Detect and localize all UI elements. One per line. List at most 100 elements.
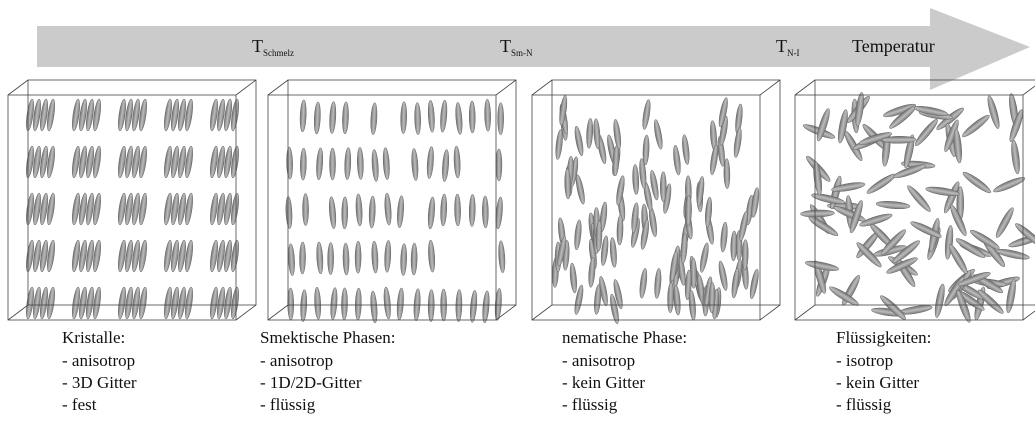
molecule: [892, 240, 920, 263]
molecule: [217, 98, 225, 132]
box-edge: [531, 79, 553, 96]
molecule: [342, 242, 350, 276]
molecule: [217, 239, 225, 273]
molecule: [866, 173, 896, 194]
molecule: [33, 239, 41, 273]
molecule: [382, 147, 390, 180]
molecule: [950, 204, 967, 237]
box-edge: [235, 79, 257, 96]
molecule: [642, 134, 650, 166]
molecule: [574, 125, 584, 156]
molecule: [86, 192, 94, 226]
molecule: [595, 220, 603, 252]
molecule: [72, 145, 80, 179]
molecule: [859, 213, 893, 227]
molecule: [171, 98, 179, 132]
molecule: [26, 286, 34, 320]
molecule: [610, 293, 619, 324]
molecule: [72, 286, 80, 320]
phase-panel: Flüssigkeiten: - isotrop - kein Gitter - fl…: [794, 79, 1035, 414]
box-front: [7, 94, 237, 321]
molecule: [881, 136, 917, 144]
box-front: [267, 94, 497, 321]
molecule: [594, 284, 602, 315]
molecule: [468, 100, 476, 134]
molecule: [344, 147, 352, 180]
molecule: [400, 243, 407, 276]
molecule: [329, 101, 337, 134]
panel-item: - anisotrop: [62, 351, 135, 370]
molecule: [723, 158, 731, 189]
molecule: [178, 239, 186, 273]
molecule: [654, 268, 662, 299]
phase-panel: nematische Phase: - anisotrop - kein Gitte…: [531, 79, 781, 414]
phase-panel: Kristalle: - anisotrop - 3D Gitter - fest: [7, 79, 257, 414]
molecule: [632, 164, 640, 195]
molecule: [970, 229, 1000, 250]
molecule: [710, 144, 719, 175]
molecule: [673, 285, 681, 316]
molecule: [889, 105, 917, 129]
molecule: [411, 148, 419, 181]
molecule: [132, 239, 140, 273]
molecules: [800, 92, 1035, 323]
box-edge: [794, 79, 816, 96]
molecule: [40, 192, 48, 226]
molecule: [383, 286, 391, 320]
molecule: [185, 98, 193, 132]
box-back: [287, 79, 517, 306]
molecule: [616, 214, 624, 246]
molecule: [913, 106, 948, 116]
box-edge: [794, 304, 816, 321]
molecule: [613, 119, 621, 150]
molecule: [384, 240, 392, 273]
temperature-marker: TSm-N: [500, 36, 533, 58]
molecule: [749, 268, 759, 299]
panel-item: - anisotrop: [260, 351, 333, 370]
panel-title: Smektische Phasen:: [260, 328, 396, 347]
molecule: [427, 100, 435, 133]
molecule: [910, 221, 942, 238]
molecule: [639, 158, 647, 189]
box-edge: [1022, 85, 1035, 96]
molecule: [642, 99, 651, 130]
panel-item: - kein Gitter: [562, 373, 645, 392]
molecule: [40, 145, 48, 179]
molecule: [730, 230, 738, 262]
molecule: [426, 146, 434, 179]
molecule: [164, 192, 172, 226]
molecule: [139, 145, 147, 179]
molecule: [171, 239, 179, 273]
temperature-marker: TSchmelz: [252, 36, 294, 58]
molecule: [482, 290, 490, 324]
marker-symbol: T: [252, 36, 263, 56]
molecule: [816, 108, 830, 142]
molecule: [40, 286, 48, 320]
molecule: [453, 145, 461, 179]
phase-panel: Smektische Phasen: - anisotrop - 1D/2D-Git…: [260, 79, 517, 414]
molecule: [231, 286, 239, 320]
molecule: [680, 233, 688, 264]
molecule: [210, 145, 218, 179]
box-edge: [759, 79, 781, 96]
molecule: [731, 267, 740, 299]
box-edge: [495, 304, 517, 321]
molecule: [224, 286, 232, 320]
molecule: [880, 295, 906, 320]
molecule: [47, 145, 55, 179]
molecule: [370, 102, 378, 135]
molecule: [33, 98, 41, 132]
molecule: [831, 182, 866, 192]
molecule: [79, 286, 87, 320]
molecule: [808, 216, 839, 237]
molecule: [442, 149, 450, 182]
marker-symbol: T: [776, 36, 787, 56]
molecule: [440, 193, 447, 227]
molecule: [977, 289, 1004, 314]
molecule: [72, 192, 80, 226]
molecule: [132, 145, 140, 179]
molecule: [125, 98, 133, 132]
molecule: [139, 286, 147, 320]
molecule: [93, 192, 101, 226]
